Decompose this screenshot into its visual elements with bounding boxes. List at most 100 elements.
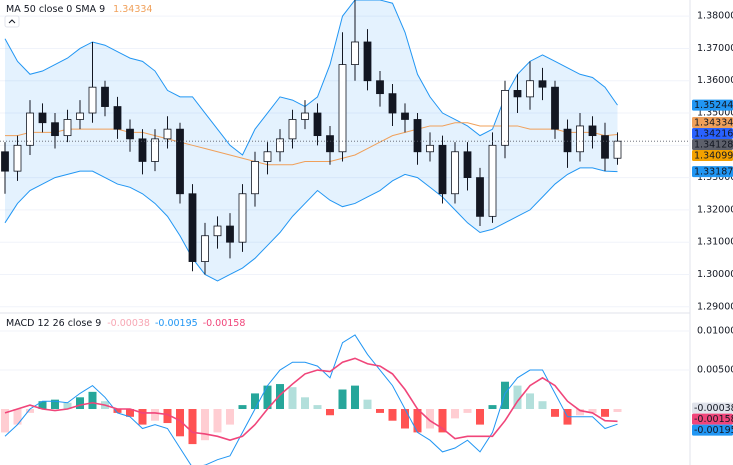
histogram-bar bbox=[451, 409, 459, 419]
candle-body bbox=[201, 235, 209, 262]
candle-body bbox=[301, 112, 309, 120]
macd-legend: MACD 12 26 close 9 -0.00038 -0.00195 -0.001… bbox=[6, 318, 245, 329]
histogram-bar bbox=[401, 409, 409, 429]
price-tag-label: 1.34216 bbox=[694, 129, 733, 140]
candle-body bbox=[413, 119, 422, 153]
histogram-bar bbox=[338, 389, 347, 410]
candle-body bbox=[226, 225, 234, 243]
histogram-bar bbox=[1, 409, 9, 433]
price-tag-label: 1.34099 bbox=[694, 151, 733, 162]
candle-body bbox=[263, 151, 272, 162]
histogram-bar bbox=[438, 409, 447, 433]
price-tag-label: 1.34128 bbox=[694, 140, 733, 151]
price-tag bbox=[692, 117, 733, 129]
candle-body bbox=[563, 128, 572, 153]
histogram-bar bbox=[363, 399, 372, 410]
candle-body bbox=[213, 225, 222, 237]
histogram-bar bbox=[188, 409, 197, 445]
histogram-bar bbox=[151, 409, 159, 421]
indicator-label: MA 50 close 0 SMA 9 bbox=[6, 4, 105, 15]
histogram-bar bbox=[51, 399, 59, 410]
histogram-bar bbox=[513, 385, 522, 410]
histogram-bar bbox=[76, 397, 84, 410]
histogram-bar bbox=[88, 391, 97, 410]
candle-body bbox=[313, 112, 322, 137]
y-tick-label: 0.00500 bbox=[697, 365, 733, 376]
candle-body bbox=[488, 144, 497, 217]
collapse-button[interactable] bbox=[4, 15, 20, 28]
price-tag bbox=[692, 99, 733, 111]
signal-line bbox=[4, 357, 618, 442]
candle-body bbox=[101, 86, 109, 107]
histogram-bar bbox=[226, 409, 234, 425]
histogram-bar bbox=[63, 402, 72, 410]
candle-body bbox=[538, 80, 547, 88]
band-lower bbox=[4, 167, 618, 282]
candle-body bbox=[576, 125, 584, 153]
candle-body bbox=[126, 128, 134, 140]
histogram-bar bbox=[551, 409, 559, 417]
histogram-bar bbox=[213, 409, 222, 433]
candle-body bbox=[176, 128, 184, 195]
candle-body bbox=[388, 93, 397, 114]
candle-body bbox=[288, 119, 297, 140]
histogram-bar bbox=[388, 409, 397, 421]
price-tag bbox=[692, 424, 733, 436]
histogram-bar bbox=[13, 409, 22, 425]
y-tick-label: 1.30000 bbox=[697, 269, 733, 280]
candle-body bbox=[151, 138, 159, 162]
candle-body bbox=[76, 112, 84, 120]
histogram-bar bbox=[163, 409, 172, 424]
histogram-bar bbox=[588, 409, 597, 413]
candle-body bbox=[326, 135, 334, 153]
ma-value: 1.34334 bbox=[113, 4, 152, 15]
histogram-bar bbox=[613, 409, 622, 412]
price-tag bbox=[692, 150, 733, 162]
histogram-value: -0.00038 bbox=[107, 318, 150, 329]
histogram-bar bbox=[601, 409, 609, 417]
candle-body bbox=[13, 144, 22, 172]
histogram-bar bbox=[476, 409, 484, 425]
signal-value: -0.00158 bbox=[203, 318, 246, 329]
candle-body bbox=[363, 41, 372, 82]
candle-body bbox=[613, 140, 622, 159]
price-tag-label: -0.00158 bbox=[694, 414, 733, 425]
histogram-bar bbox=[463, 409, 472, 413]
price-tag bbox=[692, 139, 733, 151]
y-tick-label: 1.32000 bbox=[697, 204, 733, 215]
band-fill bbox=[5, 0, 618, 281]
histogram-bar bbox=[538, 401, 547, 410]
candle-body bbox=[601, 135, 609, 159]
histogram-bar bbox=[501, 381, 509, 410]
candle-body bbox=[526, 80, 534, 98]
macd-value: -0.00195 bbox=[155, 318, 198, 329]
candle-body bbox=[1, 151, 9, 172]
histogram-bar bbox=[251, 393, 259, 410]
price-tag bbox=[692, 128, 733, 140]
indicator-label: MACD 12 26 close 9 bbox=[6, 318, 101, 329]
histogram-bar bbox=[351, 385, 359, 410]
y-tick-label: 1.38000 bbox=[697, 11, 733, 22]
candle-body bbox=[163, 128, 172, 140]
candle-body bbox=[26, 112, 34, 146]
y-tick-label: 1.37000 bbox=[697, 43, 733, 54]
price-tag bbox=[692, 413, 733, 425]
histogram-bar bbox=[288, 387, 297, 410]
candle-body bbox=[351, 41, 359, 65]
price-tag bbox=[692, 402, 733, 414]
macd-line bbox=[4, 334, 618, 465]
y-tick-label: 0.01000 bbox=[697, 326, 733, 337]
price-tag-label: 1.35244 bbox=[694, 100, 733, 111]
histogram-bar bbox=[126, 409, 134, 417]
histogram-bar bbox=[413, 409, 422, 433]
histogram-bar bbox=[488, 405, 497, 410]
candle-body bbox=[251, 161, 259, 195]
histogram-bar bbox=[238, 405, 247, 410]
histogram-bar bbox=[38, 401, 47, 410]
candle-body bbox=[138, 138, 147, 162]
candle-body bbox=[476, 177, 484, 217]
histogram-bar bbox=[576, 409, 584, 416]
candle-body bbox=[51, 122, 59, 137]
price-tag-label: 1.34334 bbox=[694, 118, 733, 129]
